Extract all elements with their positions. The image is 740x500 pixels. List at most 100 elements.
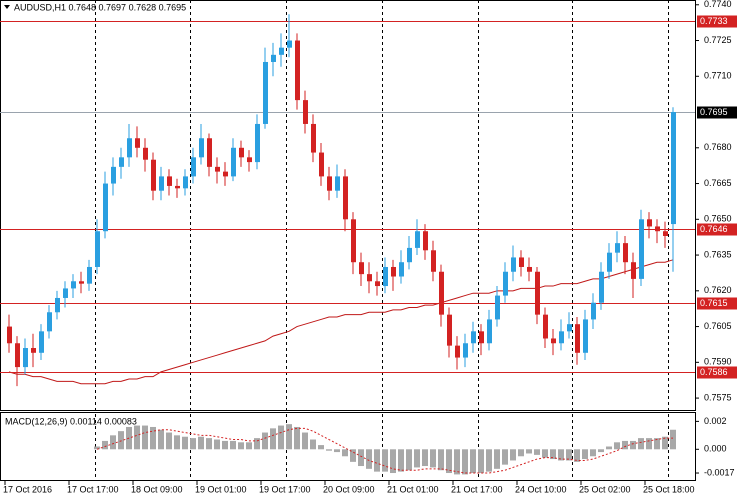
candle-body [79,281,84,284]
y-tick-label: 0.7590 [704,357,732,367]
macd-bar [262,432,268,450]
macd-bar [590,449,596,457]
macd-bar [310,439,316,450]
macd-bar [342,449,348,457]
candle-body [23,348,28,368]
candle-body [327,176,332,191]
macd-bar [438,449,444,471]
macd-bar [174,435,180,450]
candle-body [31,348,36,353]
macd-bar [198,436,204,450]
candle-body [271,54,276,62]
candle-body [647,219,652,227]
macd-bar [358,449,364,467]
candle-body [103,183,108,232]
y-tick-label: 0.7740 [704,0,732,9]
level-label: 0.7646 [700,224,728,234]
candle-body [471,331,476,344]
candle-body [367,274,372,282]
candle-body [447,314,452,346]
macd-bar [550,449,556,460]
macd-bar [446,449,452,474]
candle-body [519,257,524,267]
candle-body [591,302,596,320]
candle-body [623,243,628,263]
macd-bar [158,429,164,450]
candle-body [575,324,580,353]
y-tick-label: 0.7650 [704,214,732,224]
candle-body [391,266,396,277]
x-tick-label: 19 Oct 01:00 [195,484,247,494]
macd-bar [302,432,308,450]
menu-arrow[interactable] [4,5,10,9]
macd-bar [630,440,636,450]
level-label-box [697,15,737,28]
candle-body [503,271,508,296]
level-label-box [697,223,737,236]
y-tick-label: 0.7680 [704,142,732,152]
macd-bar [510,449,516,461]
candle-body [639,219,644,279]
x-tick-label: 21 Oct 01:00 [387,484,439,494]
macd-bar [118,431,124,450]
candle-body [335,176,340,191]
macd-label: MACD(12,26,9) 0.00114 0.00083 [5,416,137,426]
candle-body [63,288,68,298]
macd-bar [190,438,196,450]
macd-bar [406,449,412,471]
candle-body [151,159,156,191]
macd-bar [398,449,404,472]
candle-body [399,262,404,277]
candle-body [431,250,436,272]
macd-bar [294,426,300,450]
macd-bar [566,449,572,461]
macd-bar [166,432,172,450]
candle-body [183,176,188,189]
macd-bar [246,442,252,450]
macd-bar [582,449,588,460]
candle-body [663,231,668,236]
day-separators [95,0,669,481]
macd-bar [462,449,468,475]
candle-body [495,295,500,320]
macd-bar [670,429,676,450]
x-tick-label: 20 Oct 09:00 [323,484,375,494]
macd-bar [366,449,372,469]
candle-body [343,176,348,220]
macd-bar [646,438,652,450]
candle-body [383,266,388,287]
y-tick-label: 0.7635 [704,249,732,259]
macd-bar [422,449,428,467]
last-price-label: 0.7695 [700,107,728,117]
x-tick-label: 17 Oct 17:00 [67,484,119,494]
candle-body [207,138,212,167]
macd-bar [382,449,388,472]
macd-pane-frame [0,412,696,481]
macd-bar [574,449,580,462]
macd-bar [390,449,396,474]
macd-bar [414,449,420,468]
macd-bar [278,425,284,450]
candle-body [615,243,620,253]
candle-body [559,331,564,344]
candle-body [239,147,244,158]
macd-bar [350,449,356,462]
macd-bar [94,446,100,450]
chart-title: AUDUSD,H1 0.7648 0.7697 0.7628 0.7695 [14,2,186,12]
macd-bar [454,449,460,475]
macd-bar [662,436,668,450]
candle-body [143,147,148,160]
macd-bar [478,449,484,474]
y-tick-label: 0.7605 [704,321,732,331]
moving-average [8,259,674,385]
x-tick-label: 17 Oct 2016 [3,484,52,494]
macd-bar [534,449,540,455]
macd-bar [654,438,660,450]
candle-body [551,338,556,344]
y-tick-label: 0.7665 [704,178,732,188]
macd-bar [470,449,476,474]
macd-bar [622,440,628,450]
level-label-box [697,366,737,379]
candle-body [135,138,140,148]
